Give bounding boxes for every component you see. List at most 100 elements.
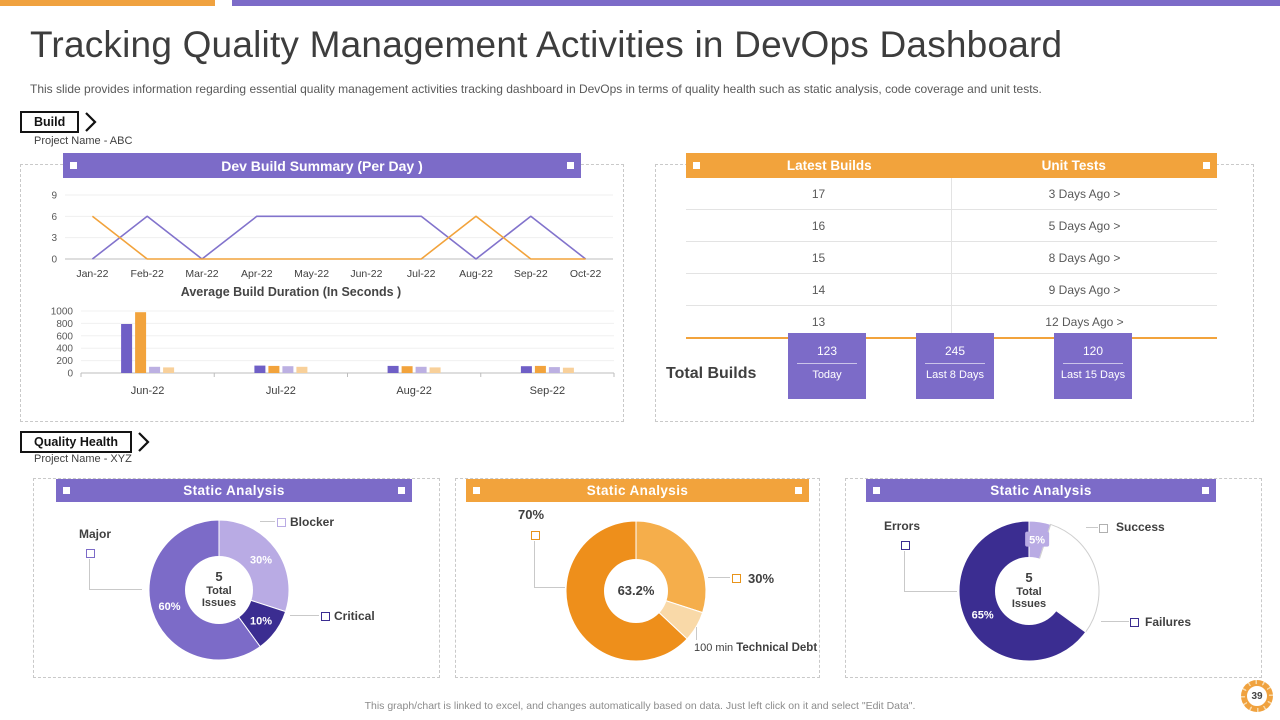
static-analysis-header-2: Static Analysis [466,479,809,502]
line-series-orange [91,215,586,260]
total-8days-label: Last 8 Days [925,369,985,381]
legend-marker-icon [531,531,540,540]
static-analysis-panel-3: Static Analysis 5% 65% 5 Total Issues Err… [845,478,1262,678]
svg-text:3: 3 [51,233,57,244]
callout-70pct: 70% [518,507,545,522]
handle-icon [567,162,574,169]
errors-donut-chart[interactable]: 5% 65% [954,516,1104,666]
connector-line [904,551,957,592]
build-number-cell: 15 [686,241,952,274]
callout-success: Success [1116,520,1165,534]
table-row: 14 9 Days Ago > [686,273,1217,306]
total-8days-value: 245 [925,333,985,364]
total-today-label: Today [812,369,842,381]
legend-marker-icon [86,549,95,558]
connector-line [708,577,730,578]
handle-icon [70,162,77,169]
unit-test-cell[interactable]: 3 Days Ago > [951,178,1217,210]
build-summary-title: Dev Build Summary (Per Day ) [221,157,423,174]
bar [520,366,532,373]
issues-donut-chart[interactable]: 30% 10% 60% [144,515,294,665]
unit-test-cell[interactable]: 9 Days Ago > [951,273,1217,306]
bar [149,366,161,373]
total-15days-value: 120 [1063,333,1123,364]
bar [296,366,308,373]
svg-text:800: 800 [56,319,73,330]
svg-text:6: 6 [51,212,57,223]
legend-marker-icon [1099,524,1108,533]
legend-marker-icon [321,612,330,621]
technical-debt-annotation: 100 min Technical Debt [694,642,817,654]
unit-test-cell[interactable]: 5 Days Ago > [951,209,1217,242]
bar [254,365,266,373]
static-analysis-header-1: Static Analysis [56,479,412,502]
static-analysis-panel-1: Static Analysis 30% 10% 60% 5 Total Issues… [33,478,440,678]
arrow-right-icon [85,112,97,132]
quality-health-tag-label: Quality Health [20,431,133,453]
handle-icon [473,487,480,494]
build-number-cell: 14 [686,273,952,306]
svg-text:Oct-22: Oct-22 [570,268,602,280]
build-summary-panel: Dev Build Summary (Per Day ) 0 3 6 9 Jan-22 F… [20,153,624,422]
svg-text:May-22: May-22 [294,268,329,280]
svg-text:5%: 5% [1029,535,1045,547]
page-title: Tracking Quality Management Activities i… [30,24,1063,65]
connector-line [1101,621,1129,622]
handle-icon [1202,487,1209,494]
svg-text:9: 9 [51,191,57,202]
legend-marker-icon [732,574,741,583]
project-name-build: Project Name - ABC [34,135,133,147]
bar [429,367,441,373]
total-8days-box: 245 Last 8 Days [916,333,994,399]
svg-text:0: 0 [51,255,57,266]
svg-text:Jun-22: Jun-22 [350,268,382,280]
svg-text:Feb-22: Feb-22 [131,268,164,280]
connector-line [534,541,565,588]
total-15days-box: 120 Last 15 Days [1054,333,1132,399]
svg-text:Jan-22: Jan-22 [76,268,108,280]
callout-blocker: Blocker [290,515,335,529]
errors-donut-wrap: 5% 65% 5 Total Issues [954,516,1104,666]
svg-text:Jul-22: Jul-22 [407,268,436,280]
callout-failures: Failures [1145,615,1192,629]
bar [401,366,413,373]
bar [268,365,280,373]
svg-text:30%: 30% [250,554,272,566]
build-section-tag: Build [20,110,99,134]
column-latest-builds: Latest Builds [786,158,872,173]
bar [121,324,133,373]
bar [387,365,399,373]
donut-slice[interactable] [1028,523,1100,633]
connector-line [260,521,275,522]
handle-icon [693,162,700,169]
unit-test-cell[interactable]: 8 Days Ago > [951,241,1217,274]
svg-text:Jul-22: Jul-22 [266,385,296,397]
dev-build-line-chart[interactable]: 0 3 6 9 Jan-22 Feb-22 Mar-22 Apr-22 May-22 Jun-22… [29,185,617,281]
connector-line [290,615,319,616]
connector-line [1086,527,1098,528]
page-number: 39 [1245,684,1269,708]
svg-text:Apr-22: Apr-22 [241,268,273,280]
static-analysis-header-3: Static Analysis [866,479,1216,502]
svg-text:1000: 1000 [51,307,74,318]
arrow-right-icon [138,432,150,452]
total-today-box: 123 Today [788,333,866,399]
top-accent-orange [0,0,215,6]
svg-text:Aug-22: Aug-22 [396,385,431,397]
bar [415,366,427,373]
svg-text:Jun-22: Jun-22 [131,385,165,397]
table-row: 15 8 Days Ago > [686,241,1217,274]
page-subtitle: This slide provides information regardin… [30,82,1042,96]
svg-text:60%: 60% [159,601,181,613]
legend-marker-icon [277,518,286,527]
connector-line [696,627,697,640]
debt-donut-chart[interactable] [561,516,711,666]
svg-text:Sep-22: Sep-22 [514,268,548,280]
legend-marker-icon [1130,618,1139,627]
footer-note: This graph/chart is linked to excel, and… [364,700,916,712]
unit-test-cell[interactable]: 12 Days Ago > [1045,314,1124,329]
quality-health-section-tag: Quality Health [20,430,152,454]
handle-icon [63,487,70,494]
